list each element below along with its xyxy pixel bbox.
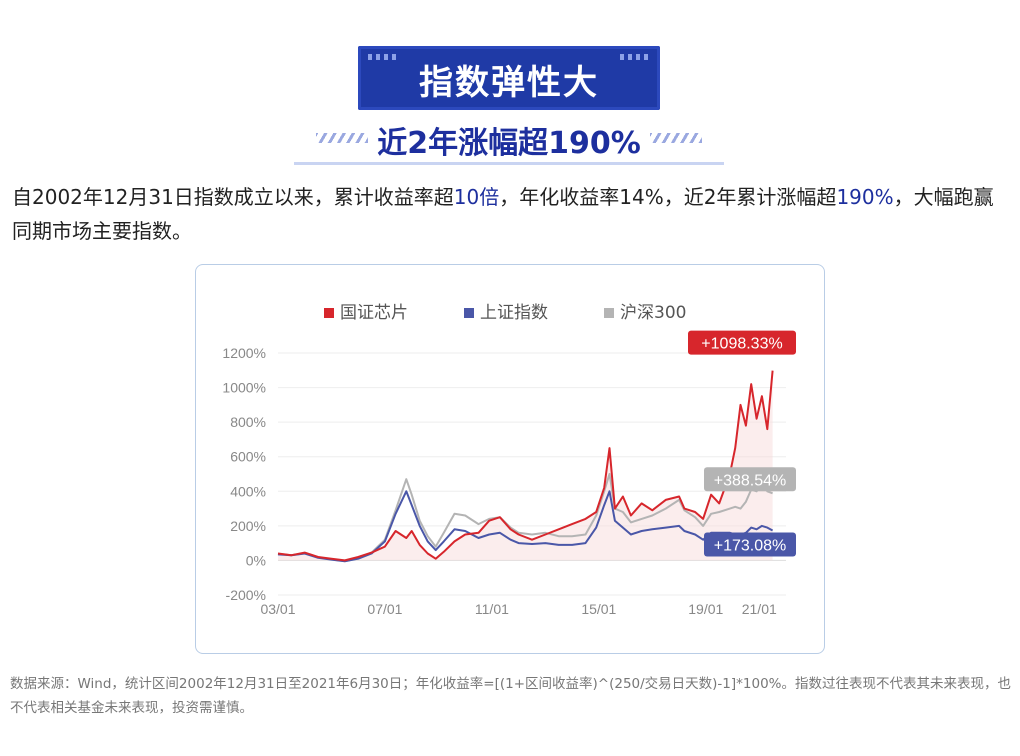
y-tick-label: 0% [246, 552, 266, 568]
performance-chart: 1200% 1000% 800% 600% 400% 200% 0% -200%03/01 07… [222, 303, 796, 617]
x-tick-label: 21/01 [742, 601, 777, 617]
y-tick-label: 800% [230, 414, 266, 430]
description-text-2: ，年化收益率14%，近2年累计涨幅超 [499, 185, 837, 209]
description-text-3: ，大幅跑赢同期市场主要指数。 [12, 185, 994, 243]
x-tick-label: 11/01 [475, 601, 509, 617]
x-tick-label: 19/01 [688, 601, 723, 617]
subtitle-bar: 近2年涨幅超190% [294, 116, 724, 165]
chart-card: 1200% 1000% 800% 600% 400% 200% 0% -200% 03/01 07… [195, 264, 825, 654]
description-paragraph: 自2002年12月31日指数成立以来，累计收益率超10倍，年化收益率14%，近2… [12, 180, 1012, 248]
legend-swatch [464, 308, 474, 318]
y-tick-label: 400% [230, 483, 266, 499]
slash-decoration-right [650, 133, 702, 143]
legend-swatch [324, 308, 334, 318]
page-title: 指数弹性大 [419, 63, 599, 103]
end-value-label: +173.08% [714, 538, 787, 555]
legend-label: 沪深300 [620, 303, 686, 323]
description-highlight-1: 10倍 [453, 185, 500, 209]
title-banner: 指数弹性大 [358, 46, 660, 110]
slash-decoration-left [316, 133, 368, 143]
legend-swatch [604, 308, 614, 318]
subtitle: 近2年涨幅超190% [377, 126, 641, 161]
legend-label: 上证指数 [480, 303, 548, 323]
y-tick-label: 1200% [222, 345, 266, 361]
end-value-label: +1098.33% [701, 336, 782, 353]
y-tick-label: 200% [230, 518, 266, 534]
footnote: 数据来源：Wind，统计区间2002年12月31日至2021年6月30日；年化收… [10, 676, 1012, 716]
description-highlight-2: 190% [836, 185, 894, 209]
description-text-1: 自2002年12月31日指数成立以来，累计收益率超 [12, 185, 454, 209]
end-value-label: +388.54% [714, 472, 787, 489]
y-tick-label: 1000% [222, 380, 266, 396]
legend-label: 国证芯片 [340, 303, 408, 323]
y-tick-label: 600% [230, 449, 266, 465]
y-tick-label: -200% [226, 587, 266, 603]
end-value-badge [704, 467, 796, 492]
x-tick-label: 03/01 [260, 601, 295, 617]
x-tick-label: 15/01 [581, 601, 616, 617]
end-value-badge [704, 532, 796, 557]
series-area-fill [278, 370, 773, 561]
end-value-badge [688, 330, 796, 355]
x-tick-label: 07/01 [367, 601, 402, 617]
